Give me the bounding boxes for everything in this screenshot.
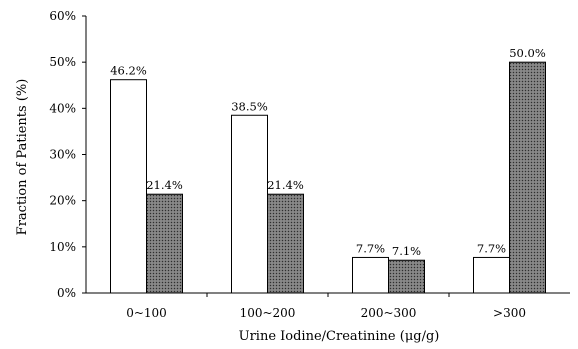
y-axis-title: Fraction of Patients (%) [15,79,30,236]
bar-data-label: 50.0% [509,46,546,60]
x-tick-label: 200~300 [361,306,417,320]
y-tick-label: 20% [49,194,76,208]
bar-data-label: 7.7% [356,241,385,255]
bar-data-label: 7.7% [477,241,506,255]
bar-data-label: 7.1% [392,244,421,258]
bar-data-label: 46.2% [110,64,147,78]
bar-series-1 [231,114,268,294]
bar-series-1 [352,256,389,294]
y-tick-label: 0% [57,286,76,300]
y-tick-label: 30% [49,148,76,162]
bar-data-label: 21.4% [146,178,183,192]
bar-data-label: 38.5% [231,99,268,113]
x-tick-label: >300 [493,306,526,320]
y-tick-label: 10% [49,240,76,254]
x-tick-label: 100~200 [240,306,296,320]
y-tick-label: 40% [49,101,76,115]
bar-series-2 [388,259,425,294]
bar-series-1 [473,256,510,294]
bar-series-2 [509,61,546,294]
y-tick-label: 50% [49,55,76,69]
x-tick-label: 0~100 [126,306,167,320]
bar-series-2 [267,193,304,294]
x-axis-title: Urine Iodine/Creatinine (μg/g) [239,329,440,344]
y-tick-label: 60% [49,9,76,23]
bar-data-label: 21.4% [267,178,304,192]
bar-series-2 [146,193,183,294]
bar-series-1 [110,79,147,294]
